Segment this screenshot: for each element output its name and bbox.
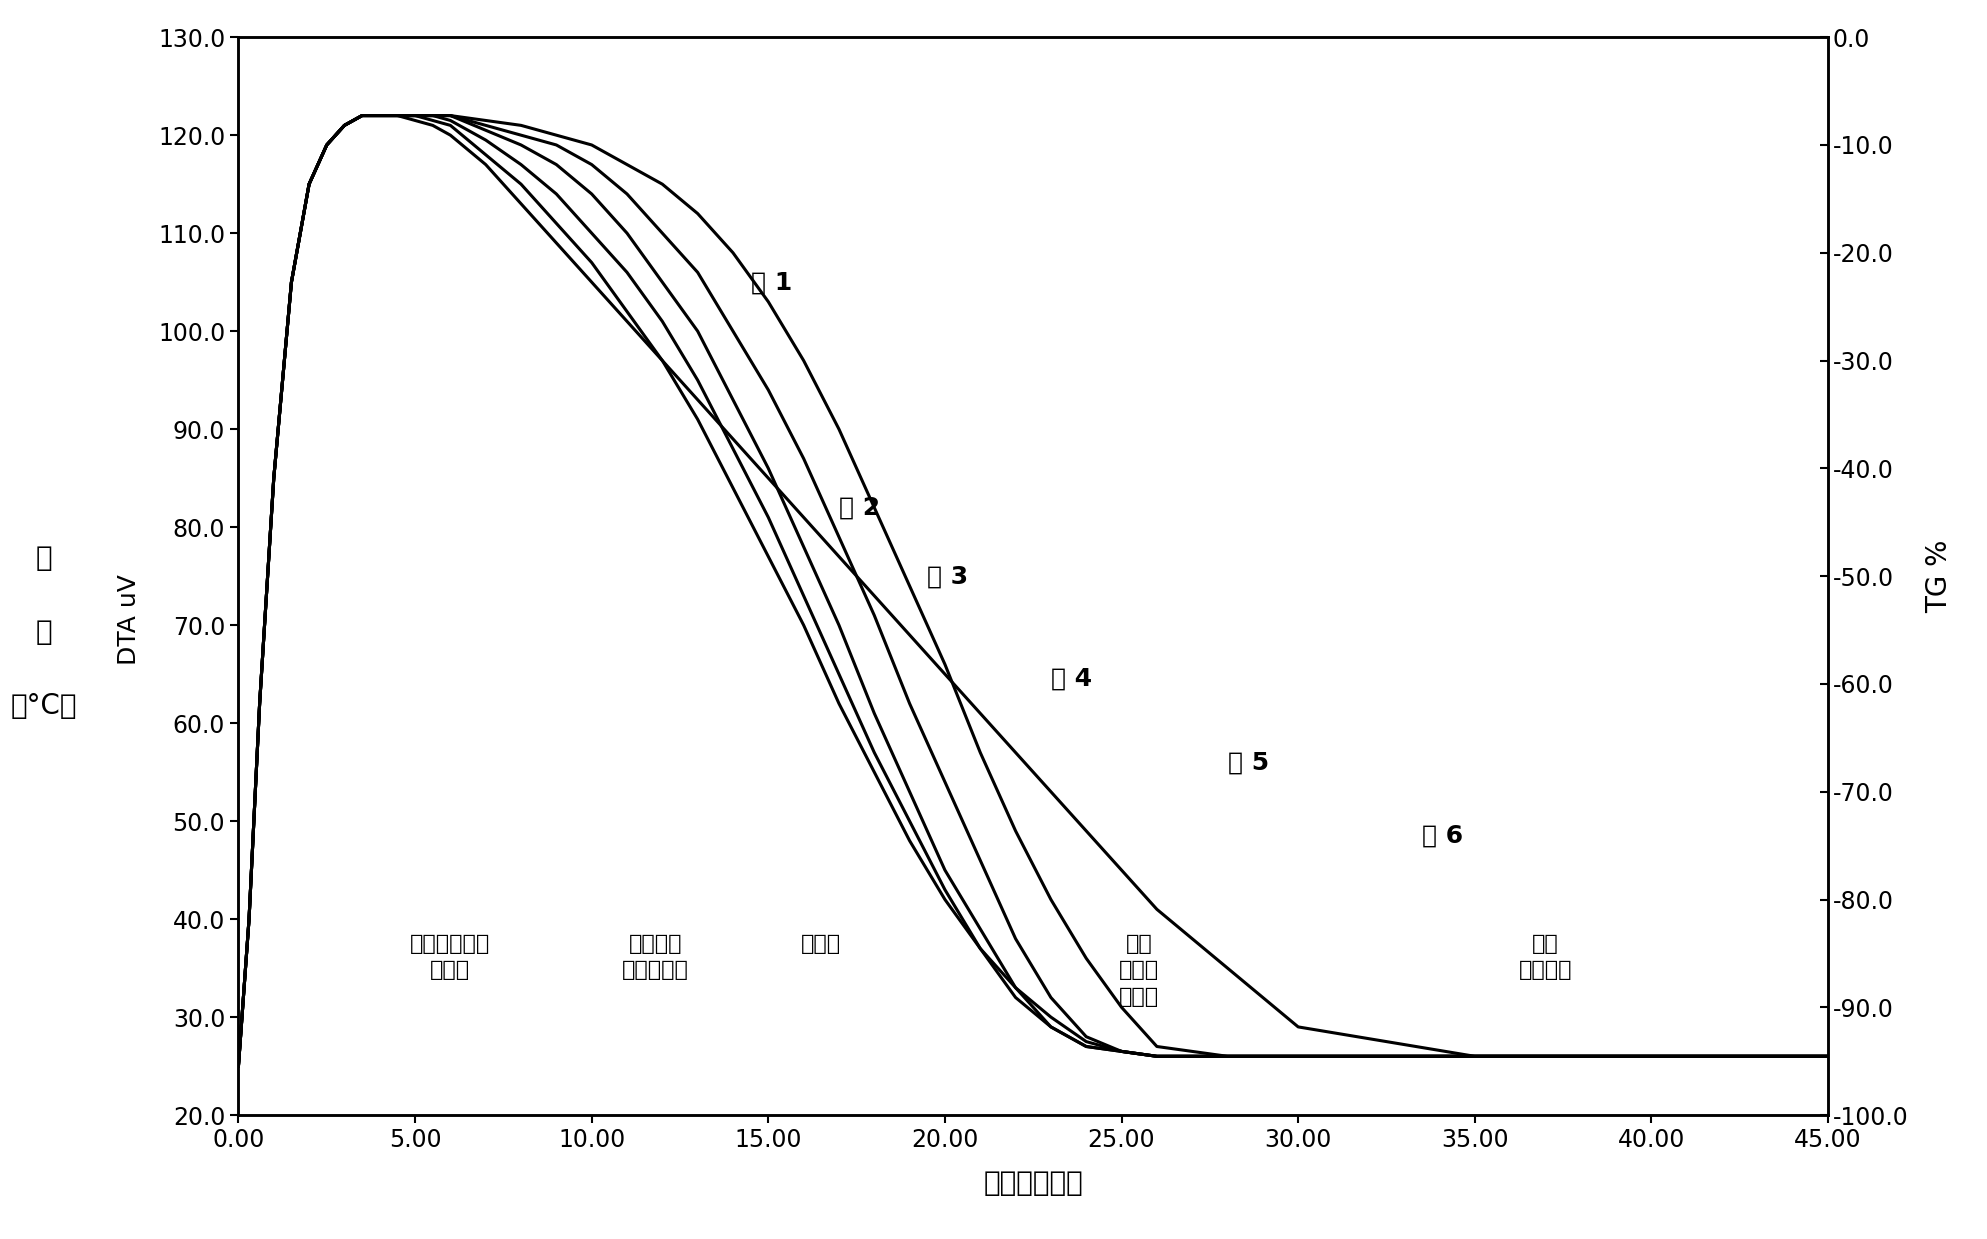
Y-axis label: TG %: TG % <box>1925 539 1953 613</box>
Text: 茎品醇: 茎品醇 <box>801 934 841 954</box>
X-axis label: 时间（分钟）: 时间（分钟） <box>984 1168 1083 1197</box>
Text: 线 4: 线 4 <box>1051 667 1093 691</box>
Text: 线 3: 线 3 <box>928 564 968 589</box>
Text: 乙二醇单丁酩
乙酸酯: 乙二醇单丁酩 乙酸酯 <box>409 934 491 980</box>
Text: 线 1: 线 1 <box>751 270 793 294</box>
Text: 线 6: 线 6 <box>1423 824 1462 847</box>
Text: 二氢
茎品醇
乙酸酯: 二氢 茎品醇 乙酸酯 <box>1119 934 1158 1006</box>
Text: 度: 度 <box>36 618 52 646</box>
Text: DTA uV: DTA uV <box>117 574 141 665</box>
Text: （°C）: （°C） <box>10 693 77 720</box>
Text: 丙酸
异龙脑酯: 丙酸 异龙脑酯 <box>1518 934 1572 980</box>
Text: 线 5: 线 5 <box>1228 751 1268 774</box>
Text: 二丙二醇
甲醚乙酸酯: 二丙二醇 甲醚乙酸酯 <box>622 934 689 980</box>
Text: 线 2: 线 2 <box>839 496 880 519</box>
Text: 温: 温 <box>36 544 52 571</box>
